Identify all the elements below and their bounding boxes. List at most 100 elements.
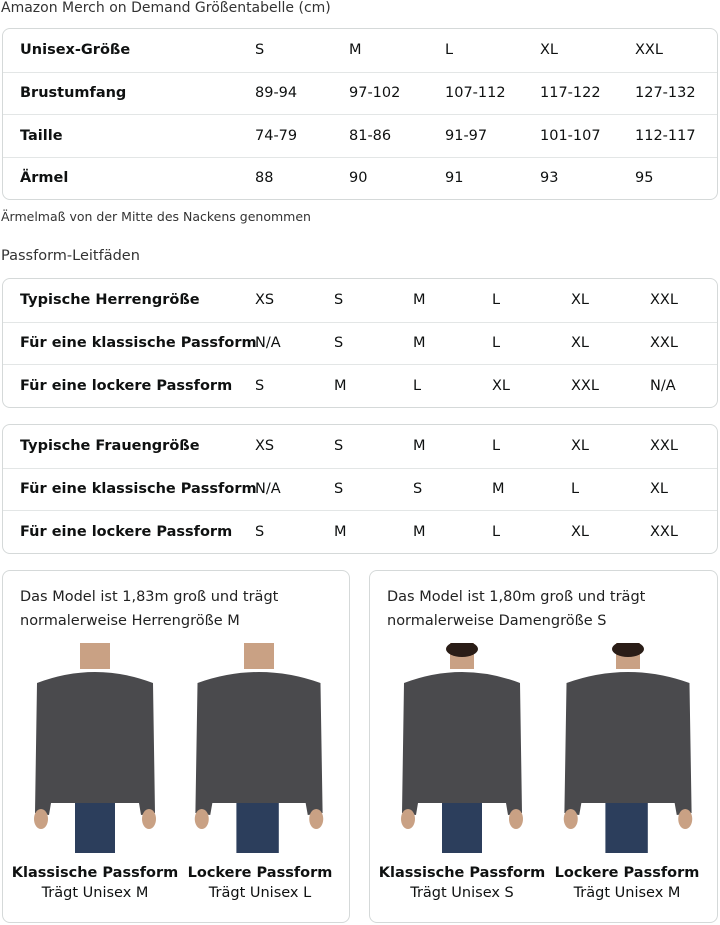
table-cell: XXL	[635, 42, 663, 59]
table-cell: S	[413, 481, 423, 498]
table-cell: 89-94	[255, 85, 298, 102]
table-cell: S	[255, 377, 265, 394]
fit-label: Lockere Passform Trägt Unisex L	[175, 865, 345, 901]
table-row: Für eine lockere Passform S M L XL XXL N/A	[3, 364, 717, 407]
fit-size: Trägt Unisex L	[208, 885, 312, 901]
table-cell: 101-107	[540, 127, 601, 144]
model-caption: Das Model ist 1,80m groß und trägt norma…	[387, 589, 646, 629]
fit-label: Klassische Passform Trägt Unisex M	[10, 865, 180, 901]
fit-size: Trägt Unisex S	[410, 885, 514, 901]
table-row: Ärmel 88 90 91 93 95	[3, 156, 717, 200]
row-label: Unisex-Größe	[20, 42, 131, 59]
table-cell: 117-122	[540, 85, 601, 102]
table-cell: 112-117	[635, 127, 696, 144]
table-cell: XL	[571, 335, 590, 352]
table-cell: M	[334, 523, 347, 540]
table-cell: XS	[255, 438, 275, 455]
fit-size: Trägt Unisex M	[573, 885, 681, 901]
table-cell: 93	[540, 170, 559, 187]
table-cell: XXL	[650, 438, 678, 455]
table-row: Typische Herrengröße XS S M L XL XXL	[3, 279, 717, 322]
male-model-card: Das Model ist 1,83m groß und trägt norma…	[2, 570, 350, 923]
table-cell: L	[492, 438, 501, 455]
row-label: Typische Herrengröße	[20, 292, 200, 309]
table-cell: M	[413, 523, 426, 540]
table-cell: 81-86	[349, 127, 392, 144]
table-row: Für eine lockere Passform S M M L XL XXL	[3, 510, 717, 553]
table-cell: S	[334, 292, 344, 309]
table-cell: M	[492, 481, 505, 498]
table-cell: S	[255, 42, 265, 59]
row-label: Für eine lockere Passform	[20, 377, 233, 394]
table-cell: XXL	[571, 377, 599, 394]
table-cell: 107-112	[445, 85, 506, 102]
table-cell: L	[445, 42, 454, 59]
fit-size: Trägt Unisex M	[41, 885, 149, 901]
size-chart-title: Amazon Merch on Demand Größentabelle (cm…	[1, 0, 331, 16]
table-cell: L	[492, 292, 501, 309]
table-cell: 95	[635, 170, 654, 187]
table-cell: XL	[571, 438, 590, 455]
table-row: Unisex-Größe S M L XL XXL	[3, 29, 717, 72]
table-cell: XS	[255, 292, 275, 309]
model-caption: Das Model ist 1,83m groß und trägt norma…	[20, 589, 279, 629]
table-cell: XL	[540, 42, 559, 59]
row-label: Für eine klassische Passform	[20, 335, 257, 352]
fit-label: Lockere Passform Trägt Unisex M	[542, 865, 712, 901]
row-label: Typische Frauengröße	[20, 438, 200, 455]
fit-label: Klassische Passform Trägt Unisex S	[377, 865, 547, 901]
table-cell: XXL	[650, 292, 678, 309]
row-label: Für eine klassische Passform	[20, 481, 257, 498]
male-model-photo	[189, 643, 329, 853]
fit-guides-title: Passform-Leitfäden	[1, 248, 140, 264]
table-cell: S	[334, 335, 344, 352]
male-model-photo	[25, 643, 165, 853]
table-cell: XXL	[650, 335, 678, 352]
table-row: Für eine klassische Passform N/A S M L XL XXL	[3, 321, 717, 365]
table-cell: XXL	[650, 523, 678, 540]
table-cell: 88	[255, 170, 274, 187]
female-model-card: Das Model ist 1,80m groß und trägt norma…	[369, 570, 718, 923]
table-row: Brustumfang 89-94 97-102 107-112 117-122 127-…	[3, 71, 717, 115]
row-label: Für eine lockere Passform	[20, 523, 233, 540]
table-cell: 74-79	[255, 127, 298, 144]
table-cell: M	[413, 292, 426, 309]
table-cell: M	[334, 377, 347, 394]
table-cell: XL	[571, 523, 590, 540]
table-cell: N/A	[255, 481, 281, 498]
table-row: Für eine klassische Passform N/A S S M L XL	[3, 467, 717, 511]
table-cell: M	[413, 438, 426, 455]
men-fit-table: Typische Herrengröße XS S M L XL XXL Für eine k…	[2, 278, 718, 408]
fit-name: Lockere Passform	[554, 865, 700, 881]
table-row: Taille 74-79 81-86 91-97 101-107 112-117	[3, 114, 717, 157]
row-label: Brustumfang	[20, 85, 127, 102]
table-cell: S	[255, 523, 265, 540]
table-cell: L	[492, 523, 501, 540]
table-cell: L	[571, 481, 580, 498]
table-cell: N/A	[650, 377, 676, 394]
table-cell: N/A	[255, 335, 281, 352]
table-cell: 97-102	[349, 85, 401, 102]
table-cell: 91	[445, 170, 464, 187]
women-fit-table: Typische Frauengröße XS S M L XL XXL Für eine k…	[2, 424, 718, 554]
row-label: Ärmel	[20, 170, 69, 187]
table-cell: XL	[492, 377, 511, 394]
table-cell: 90	[349, 170, 368, 187]
row-label: Taille	[20, 127, 63, 144]
table-cell: L	[492, 335, 501, 352]
table-cell: S	[334, 481, 344, 498]
table-cell: S	[334, 438, 344, 455]
table-cell: M	[413, 335, 426, 352]
fit-name: Klassische Passform	[11, 865, 179, 881]
table-cell: 127-132	[635, 85, 696, 102]
table-cell: L	[413, 377, 422, 394]
fit-name: Klassische Passform	[378, 865, 546, 881]
table-cell: M	[349, 42, 362, 59]
female-model-photo	[392, 641, 532, 853]
size-chart-table: Unisex-Größe S M L XL XXL Brustumfang 89-94 97-1…	[2, 28, 718, 200]
table-cell: 91-97	[445, 127, 488, 144]
table-row: Typische Frauengröße XS S M L XL XXL	[3, 425, 717, 468]
fit-name: Lockere Passform	[187, 865, 333, 881]
sleeve-note: Ärmelmaß von der Mitte des Nackens genom…	[1, 209, 311, 224]
table-cell: XL	[650, 481, 669, 498]
